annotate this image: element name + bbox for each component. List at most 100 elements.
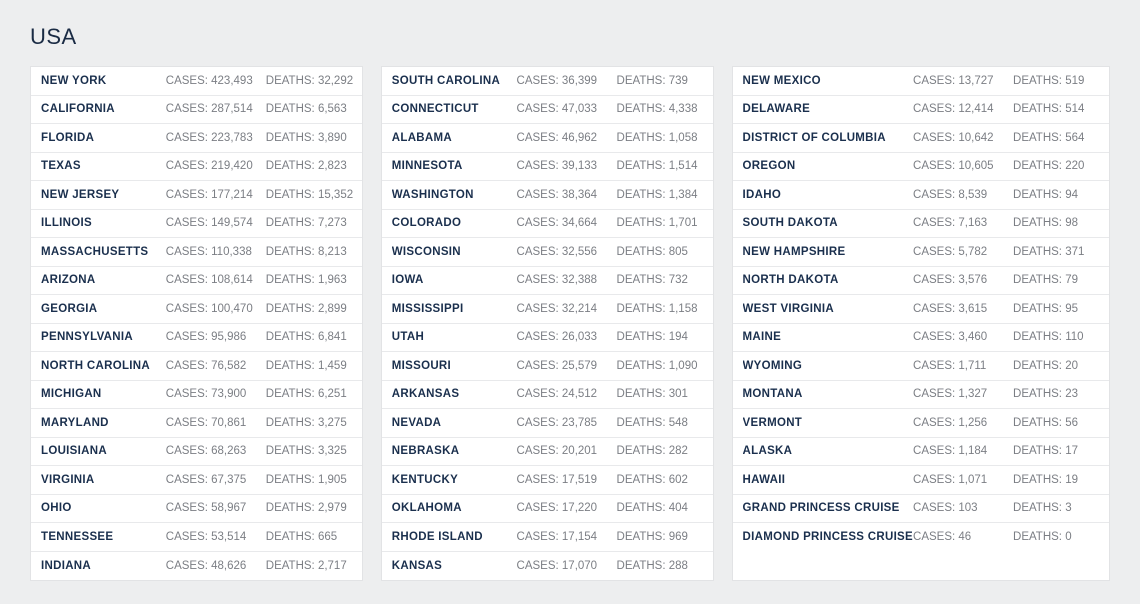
- deaths-stat: DEATHS: 1,090: [617, 360, 703, 372]
- state-name: VIRGINIA: [41, 474, 166, 486]
- state-row[interactable]: INDIANACASES: 48,626DEATHS: 2,717: [31, 552, 362, 581]
- deaths-stat: DEATHS: 6,563: [266, 103, 352, 115]
- state-row[interactable]: IDAHOCASES: 8,539DEATHS: 94: [733, 181, 1109, 210]
- cases-stat: CASES: 5,782: [913, 246, 1013, 258]
- state-row[interactable]: ARKANSASCASES: 24,512DEATHS: 301: [382, 381, 713, 410]
- state-row[interactable]: WEST VIRGINIACASES: 3,615DEATHS: 95: [733, 295, 1109, 324]
- state-row[interactable]: TENNESSEECASES: 53,514DEATHS: 665: [31, 523, 362, 552]
- state-row[interactable]: MAINECASES: 3,460DEATHS: 110: [733, 324, 1109, 353]
- state-row[interactable]: NEW MEXICOCASES: 13,727DEATHS: 519: [733, 67, 1109, 96]
- deaths-stat: DEATHS: 1,384: [617, 189, 703, 201]
- state-row[interactable]: WYOMINGCASES: 1,711DEATHS: 20: [733, 352, 1109, 381]
- state-name: TEXAS: [41, 160, 166, 172]
- deaths-stat: DEATHS: 514: [1013, 103, 1099, 115]
- state-row[interactable]: NEW HAMPSHIRECASES: 5,782DEATHS: 371: [733, 238, 1109, 267]
- deaths-stat: DEATHS: 371: [1013, 246, 1099, 258]
- state-row[interactable]: ARIZONACASES: 108,614DEATHS: 1,963: [31, 267, 362, 296]
- cases-stat: CASES: 1,256: [913, 417, 1013, 429]
- state-row[interactable]: PENNSYLVANIACASES: 95,986DEATHS: 6,841: [31, 324, 362, 353]
- state-row[interactable]: GEORGIACASES: 100,470DEATHS: 2,899: [31, 295, 362, 324]
- state-name: ARIZONA: [41, 274, 166, 286]
- state-name: MARYLAND: [41, 417, 166, 429]
- state-row[interactable]: WISCONSINCASES: 32,556DEATHS: 805: [382, 238, 713, 267]
- state-name: KENTUCKY: [392, 474, 517, 486]
- state-row[interactable]: NORTH CAROLINACASES: 76,582DEATHS: 1,459: [31, 352, 362, 381]
- state-row[interactable]: MINNESOTACASES: 39,133DEATHS: 1,514: [382, 153, 713, 182]
- state-row[interactable]: TEXASCASES: 219,420DEATHS: 2,823: [31, 153, 362, 182]
- deaths-stat: DEATHS: 6,251: [266, 388, 352, 400]
- state-row[interactable]: NEBRASKACASES: 20,201DEATHS: 282: [382, 438, 713, 467]
- state-row[interactable]: MICHIGANCASES: 73,900DEATHS: 6,251: [31, 381, 362, 410]
- state-name: TENNESSEE: [41, 531, 166, 543]
- state-row[interactable]: IOWACASES: 32,388DEATHS: 732: [382, 267, 713, 296]
- state-row[interactable]: OREGONCASES: 10,605DEATHS: 220: [733, 153, 1109, 182]
- state-name: UTAH: [392, 331, 517, 343]
- state-row[interactable]: DELAWARECASES: 12,414DEATHS: 514: [733, 96, 1109, 125]
- deaths-stat: DEATHS: 1,058: [617, 132, 703, 144]
- deaths-stat: DEATHS: 2,979: [266, 502, 352, 514]
- state-row[interactable]: MISSISSIPPICASES: 32,214DEATHS: 1,158: [382, 295, 713, 324]
- state-row[interactable]: MONTANACASES: 1,327DEATHS: 23: [733, 381, 1109, 410]
- state-row[interactable]: UTAHCASES: 26,033DEATHS: 194: [382, 324, 713, 353]
- state-row[interactable]: NEW JERSEYCASES: 177,214DEATHS: 15,352: [31, 181, 362, 210]
- state-row[interactable]: MISSOURICASES: 25,579DEATHS: 1,090: [382, 352, 713, 381]
- state-row[interactable]: NEW YORKCASES: 423,493DEATHS: 32,292: [31, 67, 362, 96]
- deaths-stat: DEATHS: 3: [1013, 502, 1099, 514]
- state-row[interactable]: OHIOCASES: 58,967DEATHS: 2,979: [31, 495, 362, 524]
- state-name: NEW JERSEY: [41, 189, 166, 201]
- deaths-stat: DEATHS: 220: [1013, 160, 1099, 172]
- state-row[interactable]: ALASKACASES: 1,184DEATHS: 17: [733, 438, 1109, 467]
- state-row[interactable]: OKLAHOMACASES: 17,220DEATHS: 404: [382, 495, 713, 524]
- state-row[interactable]: SOUTH DAKOTACASES: 7,163DEATHS: 98: [733, 210, 1109, 239]
- state-row[interactable]: NORTH DAKOTACASES: 3,576DEATHS: 79: [733, 267, 1109, 296]
- state-row[interactable]: MASSACHUSETTSCASES: 110,338DEATHS: 8,213: [31, 238, 362, 267]
- state-row[interactable]: VIRGINIACASES: 67,375DEATHS: 1,905: [31, 466, 362, 495]
- state-name: WASHINGTON: [392, 189, 517, 201]
- cases-stat: CASES: 76,582: [166, 360, 266, 372]
- state-row[interactable]: COLORADOCASES: 34,664DEATHS: 1,701: [382, 210, 713, 239]
- state-row[interactable]: KANSASCASES: 17,070DEATHS: 288: [382, 552, 713, 581]
- state-row[interactable]: KENTUCKYCASES: 17,519DEATHS: 602: [382, 466, 713, 495]
- deaths-stat: DEATHS: 564: [1013, 132, 1099, 144]
- state-row[interactable]: HAWAIICASES: 1,071DEATHS: 19: [733, 466, 1109, 495]
- deaths-stat: DEATHS: 805: [617, 246, 703, 258]
- cases-stat: CASES: 48,626: [166, 560, 266, 572]
- state-row[interactable]: NEVADACASES: 23,785DEATHS: 548: [382, 409, 713, 438]
- state-row[interactable]: ILLINOISCASES: 149,574DEATHS: 7,273: [31, 210, 362, 239]
- state-name: NEVADA: [392, 417, 517, 429]
- state-name: WEST VIRGINIA: [743, 303, 913, 315]
- state-name: CONNECTICUT: [392, 103, 517, 115]
- state-row[interactable]: DIAMOND PRINCESS CRUISECASES: 46DEATHS: …: [733, 523, 1109, 552]
- state-row[interactable]: CONNECTICUTCASES: 47,033DEATHS: 4,338: [382, 96, 713, 125]
- state-row[interactable]: DISTRICT OF COLUMBIACASES: 10,642DEATHS:…: [733, 124, 1109, 153]
- cases-stat: CASES: 13,727: [913, 75, 1013, 87]
- cases-stat: CASES: 68,263: [166, 445, 266, 457]
- state-columns: NEW YORKCASES: 423,493DEATHS: 32,292CALI…: [30, 66, 1110, 581]
- state-row[interactable]: VERMONTCASES: 1,256DEATHS: 56: [733, 409, 1109, 438]
- state-row[interactable]: WASHINGTONCASES: 38,364DEATHS: 1,384: [382, 181, 713, 210]
- state-row[interactable]: ALABAMACASES: 46,962DEATHS: 1,058: [382, 124, 713, 153]
- state-name: RHODE ISLAND: [392, 531, 517, 543]
- cases-stat: CASES: 100,470: [166, 303, 266, 315]
- state-row[interactable]: GRAND PRINCESS CRUISECASES: 103DEATHS: 3: [733, 495, 1109, 524]
- deaths-stat: DEATHS: 1,963: [266, 274, 352, 286]
- state-name: GEORGIA: [41, 303, 166, 315]
- state-name: MISSISSIPPI: [392, 303, 517, 315]
- state-row[interactable]: SOUTH CAROLINACASES: 36,399DEATHS: 739: [382, 67, 713, 96]
- deaths-stat: DEATHS: 79: [1013, 274, 1099, 286]
- cases-stat: CASES: 73,900: [166, 388, 266, 400]
- cases-stat: CASES: 177,214: [166, 189, 266, 201]
- state-name: ALASKA: [743, 445, 913, 457]
- deaths-stat: DEATHS: 17: [1013, 445, 1099, 457]
- state-row[interactable]: LOUISIANACASES: 68,263DEATHS: 3,325: [31, 438, 362, 467]
- state-name: DISTRICT OF COLUMBIA: [743, 132, 913, 144]
- deaths-stat: DEATHS: 2,823: [266, 160, 352, 172]
- state-row[interactable]: CALIFORNIACASES: 287,514DEATHS: 6,563: [31, 96, 362, 125]
- state-column: SOUTH CAROLINACASES: 36,399DEATHS: 739CO…: [381, 66, 714, 581]
- state-name: OKLAHOMA: [392, 502, 517, 514]
- state-row[interactable]: RHODE ISLANDCASES: 17,154DEATHS: 969: [382, 523, 713, 552]
- cases-stat: CASES: 25,579: [517, 360, 617, 372]
- state-row[interactable]: MARYLANDCASES: 70,861DEATHS: 3,275: [31, 409, 362, 438]
- state-row[interactable]: FLORIDACASES: 223,783DEATHS: 3,890: [31, 124, 362, 153]
- cases-stat: CASES: 34,664: [517, 217, 617, 229]
